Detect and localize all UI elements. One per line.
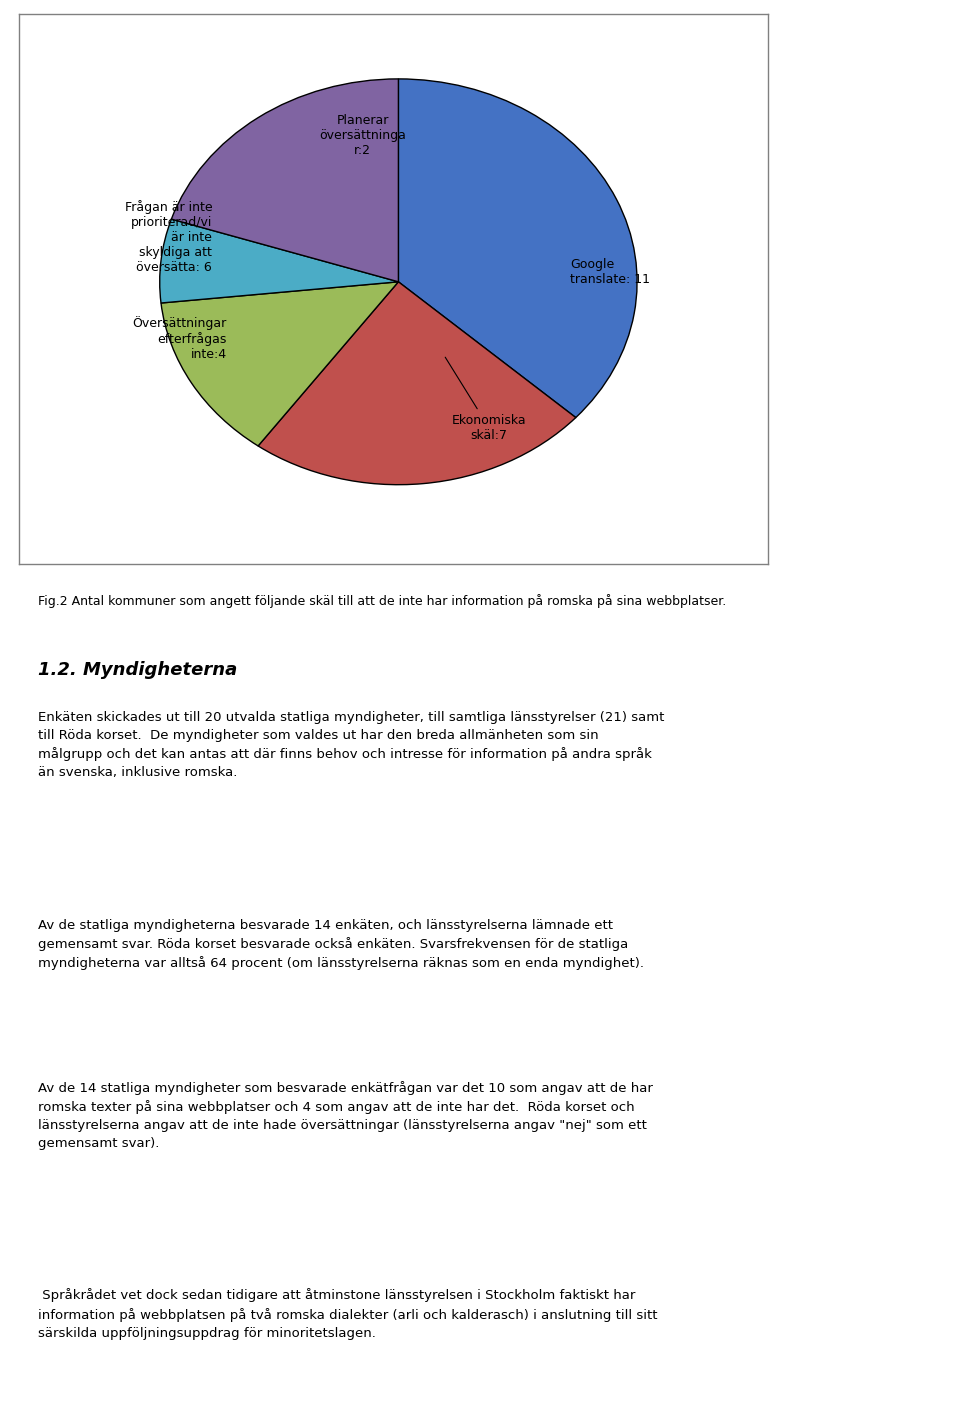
Text: Översättningar
efterfrågas
inte:4: Översättningar efterfrågas inte:4: [132, 316, 227, 361]
Text: 1.2. Myndigheterna: 1.2. Myndigheterna: [38, 661, 238, 679]
Text: Google
translate: 11: Google translate: 11: [570, 258, 650, 286]
Wedge shape: [161, 282, 398, 445]
Wedge shape: [159, 220, 398, 303]
Title: Varför har kommunen inte webbinformation på
romska?: Varför har kommunen inte webbinformation…: [139, 0, 658, 4]
Text: Frågan är inte
prioriterad/vi
är inte
skyldiga att
översätta: 6: Frågan är inte prioriterad/vi är inte sk…: [125, 200, 212, 275]
Text: Planerar
översättninga
r:2: Planerar översättninga r:2: [319, 114, 406, 158]
Text: Av de statliga myndigheterna besvarade 14 enkäten, och länsstyrelserna lämnade e: Av de statliga myndigheterna besvarade 1…: [38, 919, 644, 971]
Text: Enkäten skickades ut till 20 utvalda statliga myndigheter, till samtliga länssty: Enkäten skickades ut till 20 utvalda sta…: [38, 710, 664, 779]
Text: Fig.2 Antal kommuner som angett följande skäl till att de inte har information p: Fig.2 Antal kommuner som angett följande…: [38, 595, 727, 609]
Text: Språkrådet vet dock sedan tidigare att åtminstone länsstyrelsen i Stockholm fakt: Språkrådet vet dock sedan tidigare att å…: [38, 1288, 658, 1340]
Text: Ekonomiska
skäl:7: Ekonomiska skäl:7: [445, 358, 526, 442]
Wedge shape: [398, 79, 637, 417]
Text: Av de 14 statliga myndigheter som besvarade enkätfrågan var det 10 som angav att: Av de 14 statliga myndigheter som besvar…: [38, 1081, 653, 1150]
Wedge shape: [258, 282, 576, 485]
Wedge shape: [172, 79, 398, 282]
